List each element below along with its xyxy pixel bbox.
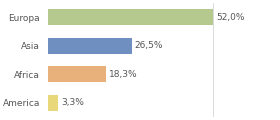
Bar [48,66,106,82]
Bar [48,38,132,54]
Text: 52,0%: 52,0% [216,13,244,22]
Bar [48,95,58,111]
Text: 18,3%: 18,3% [109,70,137,79]
Text: 26,5%: 26,5% [135,41,163,50]
Text: 3,3%: 3,3% [61,98,84,107]
Bar [48,9,213,25]
